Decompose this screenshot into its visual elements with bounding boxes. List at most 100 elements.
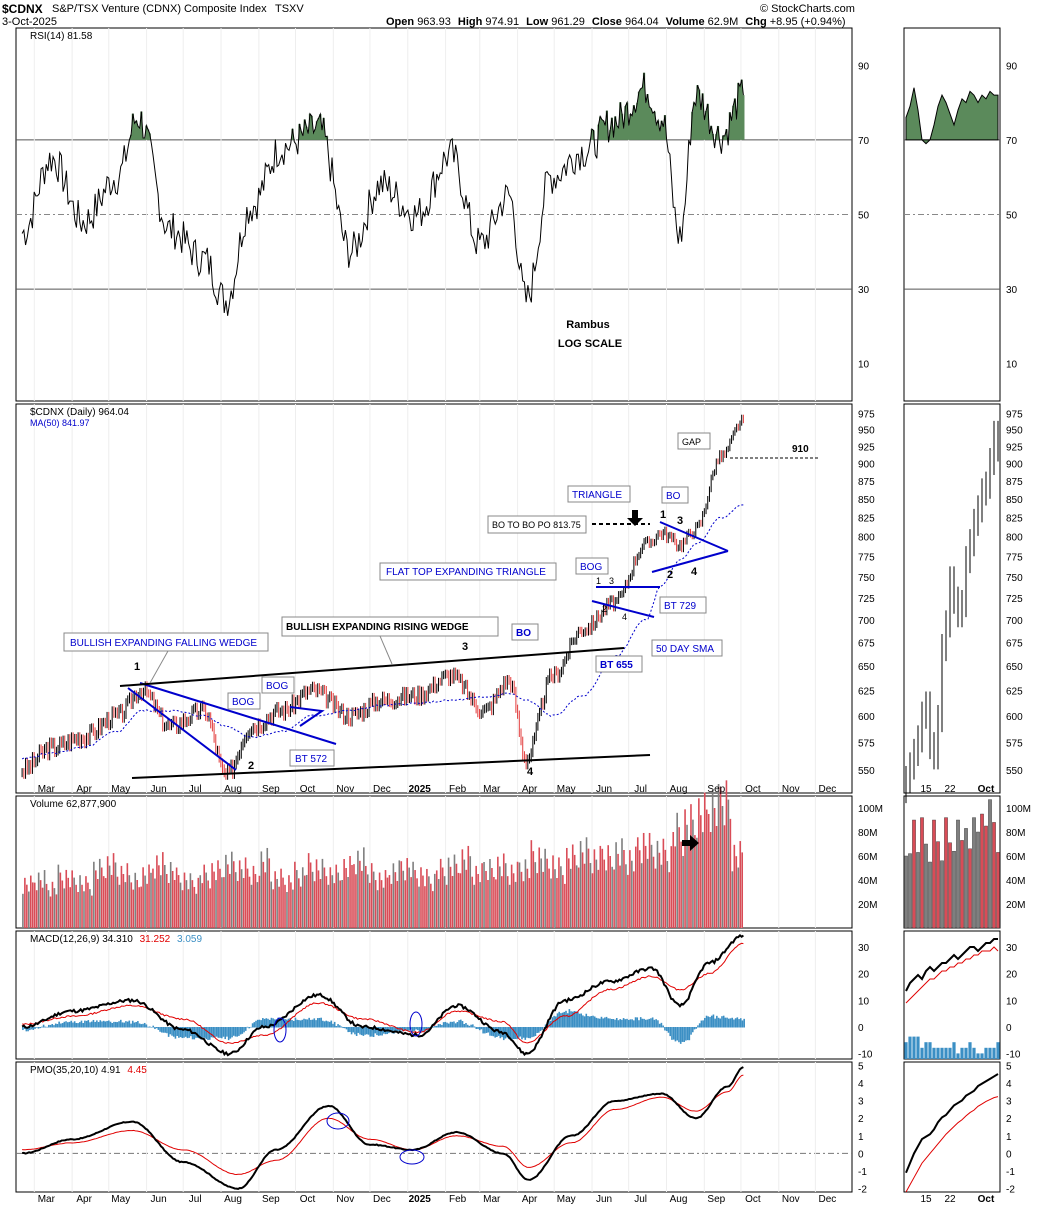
macd-hist-143 xyxy=(267,1018,269,1028)
volume-bar-300 xyxy=(613,869,615,928)
volume-ytick-0: 100M xyxy=(858,804,883,815)
pmo-side-ytick-0: 5 xyxy=(1006,1062,1012,1073)
pivot-2: 2 xyxy=(248,760,254,772)
volume-bar-165 xyxy=(347,877,349,928)
macd-hist-305 xyxy=(543,1027,545,1028)
berw-box xyxy=(281,616,499,637)
macd-hist-116 xyxy=(220,1027,223,1039)
macd-hist-104 xyxy=(200,1027,202,1040)
volume-bar-302 xyxy=(617,853,619,928)
volume-bar-107 xyxy=(232,861,235,928)
volume-bar-208 xyxy=(432,891,434,928)
volume-bar-231 xyxy=(477,874,479,928)
macd-hist-317 xyxy=(563,1011,566,1028)
macd-hist-168 xyxy=(310,1019,312,1028)
side-macd-hist-19 xyxy=(980,1053,984,1059)
price-side-ytick-16: 575 xyxy=(1006,738,1023,749)
macd-hist-306 xyxy=(544,1024,547,1028)
volume-bar-98 xyxy=(215,880,217,928)
month-label-16: Jul xyxy=(634,784,647,795)
volume-bar-311 xyxy=(634,846,637,928)
volume-bar-83 xyxy=(185,880,188,928)
macd-hist-73 xyxy=(147,1026,149,1028)
volume-bar-198 xyxy=(412,861,414,928)
macd-hist-178 xyxy=(327,1021,329,1028)
side-macd-hist-17 xyxy=(972,1047,976,1059)
macd-hist-177 xyxy=(325,1020,328,1028)
macd-hist-258 xyxy=(463,1024,466,1028)
side-volume-bar-1 xyxy=(908,853,912,929)
volume-bar-62 xyxy=(144,875,146,928)
macd-hist-14 xyxy=(46,1026,48,1028)
macd-hist-145 xyxy=(270,1017,273,1028)
macd-hist-264 xyxy=(473,1026,476,1028)
volume-bar-197 xyxy=(410,877,412,928)
macd-hist-269 xyxy=(482,1027,484,1034)
price-side-ytick-3: 900 xyxy=(1006,459,1023,470)
price-side-ytick-13: 650 xyxy=(1006,662,1023,673)
ma-legend: MA(50) 841.97 xyxy=(30,418,90,428)
volume-bar-120 xyxy=(258,875,261,928)
volume-bar-161 xyxy=(339,880,341,928)
macd-hist-108 xyxy=(207,1027,209,1041)
volume-bar-115 xyxy=(248,876,251,928)
macd-hist-242 xyxy=(435,1025,438,1028)
side-tick-0: 15 xyxy=(920,784,932,795)
pmo-line xyxy=(22,1066,744,1190)
open-label: Open xyxy=(386,16,415,28)
price-ytick-7: 800 xyxy=(858,533,875,544)
macd-side-ytick-3: 0 xyxy=(1006,1023,1012,1034)
volume-bar-135 xyxy=(288,875,290,928)
flat-pivot-1: 1 xyxy=(596,576,601,586)
volume-bar-306 xyxy=(625,864,627,928)
macd-hist-315 xyxy=(560,1013,562,1028)
side-macd-hist-0 xyxy=(904,1042,908,1059)
volume-ytick-4: 20M xyxy=(858,900,877,911)
macd-hist-119 xyxy=(226,1027,228,1037)
macd-hist-313 xyxy=(556,1013,559,1028)
pmo-ytick-4: 1 xyxy=(858,1132,864,1143)
volume-bar-73 xyxy=(165,874,168,928)
macd-hist-224 xyxy=(405,1027,407,1031)
month-label-4: Jul xyxy=(189,784,202,795)
macd-hist-68 xyxy=(138,1023,141,1028)
price-ytick-12: 675 xyxy=(858,638,875,649)
macd-hist-231 xyxy=(417,1027,419,1031)
volume-bar-293 xyxy=(599,845,602,928)
volume-bar-123 xyxy=(264,872,267,928)
macd-hist-83 xyxy=(164,1027,167,1033)
macd-hist-18 xyxy=(53,1025,55,1028)
volume-bar-113 xyxy=(244,857,247,928)
volume-bar-350 xyxy=(711,790,714,928)
month-label-17: Aug xyxy=(670,784,688,795)
volume-bar-99 xyxy=(217,860,219,928)
rsi-side-ytick-4: 10 xyxy=(1006,360,1018,371)
volume-bar-357 xyxy=(725,780,728,928)
side-volume-bar-22 xyxy=(992,822,996,929)
volume-bar-337 xyxy=(686,824,688,928)
macd-hist-248 xyxy=(446,1022,448,1028)
volume-bar-266 xyxy=(546,858,548,928)
macd-hist-349 xyxy=(617,1020,620,1028)
triangle-label: TRIANGLE xyxy=(572,490,622,501)
macd-hist-388 xyxy=(685,1027,687,1041)
macd-hist-89 xyxy=(174,1027,177,1039)
volume-bar-138 xyxy=(294,861,296,928)
pivot-3: 3 xyxy=(462,641,468,653)
volume-bar-272 xyxy=(558,857,560,928)
macd-hist-65 xyxy=(133,1022,136,1028)
macd-hist-167 xyxy=(308,1017,310,1028)
volume-bar-245 xyxy=(504,863,507,928)
volume-bar-163 xyxy=(343,859,345,928)
macd-hist-139 xyxy=(260,1020,262,1028)
volume-bar-218 xyxy=(451,875,454,928)
macd-hist-16 xyxy=(49,1024,52,1028)
volume-bar-253 xyxy=(520,871,523,928)
macd-hist-181 xyxy=(332,1023,334,1028)
volume-bar-323 xyxy=(658,852,661,928)
volume-bar-174 xyxy=(365,865,367,928)
volume-bar-355 xyxy=(721,806,724,928)
volume-bar-260 xyxy=(534,862,537,928)
side-pmo-signal-line xyxy=(905,1096,999,1193)
macd-hist-347 xyxy=(614,1019,616,1028)
